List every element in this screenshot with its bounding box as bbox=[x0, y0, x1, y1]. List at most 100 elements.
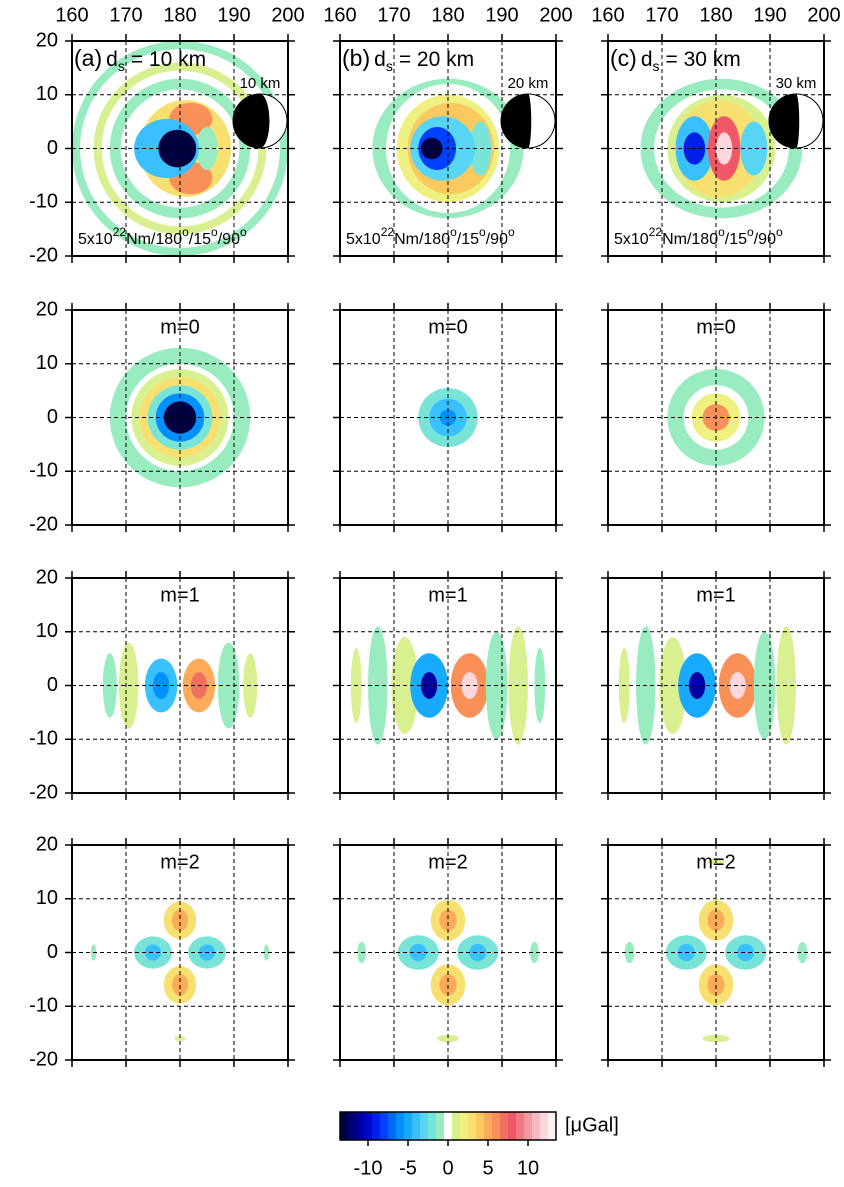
mechanism: 5x1022Nm/180o/15o/90o bbox=[614, 225, 783, 248]
colorbar-bin bbox=[436, 1112, 445, 1140]
anomaly bbox=[439, 974, 457, 996]
mechanism-part: /15 bbox=[725, 231, 747, 248]
anomaly bbox=[716, 132, 733, 165]
colorbar-bin bbox=[372, 1112, 381, 1140]
y-tick-label: 20 bbox=[36, 29, 58, 51]
colorbar-label: [μGal] bbox=[565, 1114, 619, 1136]
colorbar-bin bbox=[516, 1112, 525, 1140]
x-tick-label: 160 bbox=[591, 4, 624, 26]
anomaly bbox=[174, 1035, 186, 1042]
mechanism-part: Nm/180 bbox=[126, 231, 182, 248]
frame bbox=[339, 577, 557, 794]
y-tick-label: 0 bbox=[47, 941, 58, 963]
anomaly bbox=[421, 672, 438, 699]
x-tick-label: 160 bbox=[323, 4, 356, 26]
x-tick-label: 190 bbox=[217, 4, 250, 26]
mechanism-part: 5x10 bbox=[78, 231, 113, 248]
title-rest: = 30 km bbox=[666, 48, 741, 71]
panel-title: m=1 bbox=[696, 584, 735, 606]
mechanism-part: 5x10 bbox=[614, 231, 649, 248]
colorbar-bin bbox=[460, 1112, 469, 1140]
anomaly bbox=[702, 1034, 730, 1043]
superscript: o bbox=[508, 225, 515, 239]
anomaly bbox=[797, 941, 808, 964]
x-tick-label: 200 bbox=[271, 4, 304, 26]
anomaly bbox=[737, 943, 755, 962]
panel: m=1 bbox=[601, 571, 831, 800]
mechanism-part: Nm/180 bbox=[662, 231, 718, 248]
title-rest: = 20 km bbox=[399, 48, 474, 71]
frame bbox=[71, 577, 289, 794]
x-tick-label: 180 bbox=[431, 4, 464, 26]
mechanism-part: Nm/180 bbox=[394, 231, 450, 248]
frame bbox=[607, 40, 825, 257]
colorbar-bin bbox=[548, 1112, 557, 1140]
colorbar-bin bbox=[452, 1112, 461, 1140]
x-tick-label: 190 bbox=[485, 4, 518, 26]
frame bbox=[71, 309, 289, 526]
panel-label: (b) bbox=[342, 45, 370, 71]
frame bbox=[339, 309, 557, 526]
x-tick-label: 160 bbox=[55, 4, 88, 26]
title-var: d bbox=[106, 48, 118, 71]
anomaly bbox=[171, 909, 189, 931]
y-tick-label: -10 bbox=[29, 728, 58, 750]
field bbox=[109, 347, 251, 488]
panel: 160 170 180 190 200 (c) ds = 30 km 30 km 5x1022Nm… bbox=[591, 4, 841, 263]
panel-title: m=0 bbox=[428, 316, 467, 338]
title-rest: = 10 km bbox=[131, 48, 206, 71]
y-tick-label: 20 bbox=[36, 298, 58, 320]
frame bbox=[71, 844, 289, 1061]
y-tick-label: 20 bbox=[36, 833, 58, 855]
frame bbox=[71, 40, 289, 257]
colorbar: -10 -5 0 5 10 [μGal] bbox=[339, 1111, 619, 1179]
beachball-compression bbox=[501, 94, 532, 148]
superscript: o bbox=[211, 225, 218, 239]
anomaly bbox=[740, 121, 768, 176]
panel: -20 -10 0 10 20 m=0 bbox=[29, 298, 295, 535]
mechanism: 5x1022Nm/180o/15o/90o bbox=[346, 225, 515, 248]
mechanism-part: /15 bbox=[189, 231, 211, 248]
mechanism-part: /15 bbox=[457, 231, 479, 248]
colorbar-bin bbox=[524, 1112, 533, 1140]
superscript: o bbox=[240, 225, 247, 239]
panel-title: m=1 bbox=[160, 584, 199, 606]
x-tick-label: 170 bbox=[109, 4, 142, 26]
panel: 160 170 180 190 200 (b) ds = 20 km 20 km 5x1022Nm… bbox=[323, 4, 573, 263]
y-tick-label: 10 bbox=[36, 83, 58, 105]
panel-title: m=2 bbox=[696, 851, 735, 873]
panel: -20 -10 0 10 20 m=1 bbox=[29, 566, 295, 803]
title-sub: s bbox=[386, 58, 393, 74]
panel-title: (c) ds = 30 km bbox=[610, 45, 741, 74]
mechanism-part: /90 bbox=[218, 231, 240, 248]
depth-label: 20 km bbox=[508, 75, 549, 92]
mechanism-part: /90 bbox=[754, 231, 776, 248]
colorbar-bin bbox=[420, 1112, 429, 1140]
colorbar-bin bbox=[444, 1112, 453, 1140]
panel-title: (a) ds = 10 km bbox=[74, 45, 206, 74]
panel-label: (a) bbox=[74, 45, 102, 71]
colorbar-tick-label: 5 bbox=[482, 1157, 493, 1179]
colorbar-bin bbox=[412, 1112, 421, 1140]
y-tick-label: -20 bbox=[29, 513, 58, 535]
panel-title: m=2 bbox=[160, 851, 199, 873]
superscript: o bbox=[718, 225, 725, 239]
panel-title: (b) ds = 20 km bbox=[342, 45, 474, 74]
colorbar-bin bbox=[404, 1112, 413, 1140]
superscript: o bbox=[776, 225, 783, 239]
anomaly bbox=[707, 909, 725, 931]
superscript: 22 bbox=[649, 225, 663, 239]
panel: m=1 bbox=[333, 571, 563, 800]
anomaly bbox=[530, 941, 539, 964]
y-tick-label: 10 bbox=[36, 887, 58, 909]
beachball-compression bbox=[769, 94, 800, 148]
y-tick-label: -10 bbox=[29, 460, 58, 482]
mechanism-part: 5x10 bbox=[346, 231, 381, 248]
anomaly bbox=[171, 974, 189, 996]
panel: m=2 bbox=[333, 838, 563, 1067]
colorbar-bin bbox=[500, 1112, 509, 1140]
y-tick-label: 10 bbox=[36, 620, 58, 642]
panel-title: m=0 bbox=[696, 316, 735, 338]
title-var: d bbox=[641, 48, 653, 71]
